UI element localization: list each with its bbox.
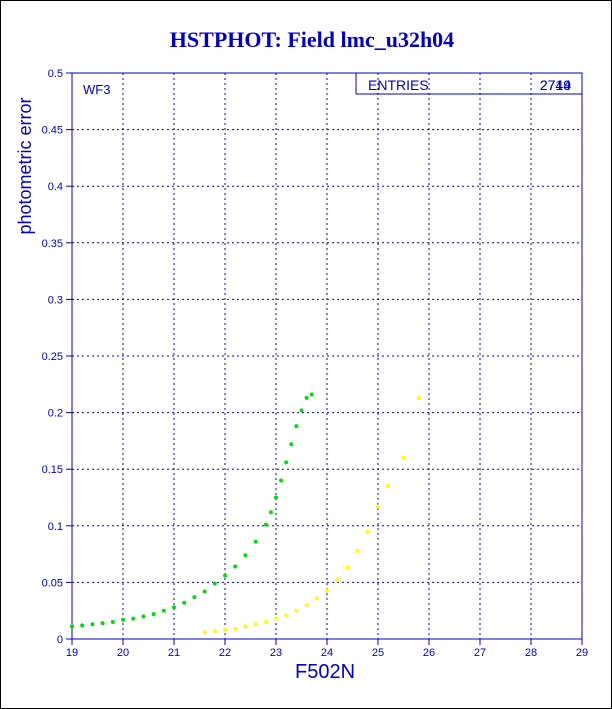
x-tick-label: 25 xyxy=(372,647,384,659)
data-point xyxy=(202,630,207,635)
data-point xyxy=(314,596,319,601)
data-point xyxy=(325,588,329,593)
x-tick-label: 28 xyxy=(525,647,537,659)
x-tick-label: 19 xyxy=(66,647,78,659)
data-point xyxy=(335,578,340,583)
x-tick-label: 29 xyxy=(576,647,588,659)
data-point xyxy=(243,553,248,558)
data-point xyxy=(192,595,197,600)
data-point xyxy=(161,608,166,613)
x-tick-label: 24 xyxy=(321,647,333,659)
x-tick-label: 26 xyxy=(423,647,435,659)
data-point xyxy=(90,622,95,627)
data-point xyxy=(233,564,238,569)
data-points xyxy=(70,392,421,635)
data-point xyxy=(416,395,421,400)
y-tick-label: 0.3 xyxy=(48,294,63,306)
data-point xyxy=(141,614,146,619)
data-point xyxy=(223,627,227,632)
data-point xyxy=(100,621,105,626)
stats-box: ENTRIES 2744 2719 xyxy=(355,72,582,95)
data-point xyxy=(386,484,391,489)
y-tick-label: 0.5 xyxy=(48,68,63,80)
y-axis-ticks: 0 0.05 0.1 0.15 0.2 0.25 0.3 0.35 0.4 0.45 0.5 xyxy=(42,68,72,646)
stats-entries-overprint: 2719 xyxy=(540,77,571,93)
panel-label: WF3 xyxy=(83,82,110,97)
data-point xyxy=(223,573,227,578)
data-point xyxy=(365,529,370,534)
x-tick-label: 22 xyxy=(219,647,231,659)
y-tick-label: 0 xyxy=(57,634,63,646)
data-point xyxy=(268,510,273,515)
data-point xyxy=(355,548,360,553)
data-point xyxy=(304,395,309,400)
x-axis-label: F502N xyxy=(295,661,355,683)
data-point xyxy=(294,608,299,613)
data-point xyxy=(263,620,268,625)
y-tick-label: 0.45 xyxy=(42,125,63,137)
data-point xyxy=(131,616,136,621)
y-tick-label: 0.05 xyxy=(42,577,63,589)
x-tick-label: 27 xyxy=(474,647,486,659)
data-point xyxy=(284,460,289,465)
y-tick-label: 0.15 xyxy=(42,464,63,476)
y-tick-label: 0.2 xyxy=(48,408,63,420)
x-tick-label: 20 xyxy=(117,647,129,659)
data-point xyxy=(401,455,406,460)
data-point xyxy=(309,392,314,397)
data-point xyxy=(263,522,268,527)
data-point xyxy=(253,539,258,544)
data-point xyxy=(110,620,115,625)
data-point xyxy=(376,504,380,509)
data-point xyxy=(202,589,207,594)
y-tick-label: 0.4 xyxy=(48,181,63,193)
y-axis-label: photometric error xyxy=(15,97,35,234)
data-point xyxy=(345,565,350,570)
data-point xyxy=(212,581,217,586)
data-point xyxy=(274,616,278,621)
stats-entries-value: 2744 xyxy=(540,77,571,93)
data-point xyxy=(304,603,309,608)
chart-title: HSTPHOT: Field lmc_u32h04 xyxy=(170,27,454,52)
data-point xyxy=(172,605,176,610)
data-point xyxy=(233,626,238,631)
data-point xyxy=(243,624,248,629)
data-point xyxy=(289,442,294,447)
data-point xyxy=(182,600,187,605)
x-tick-label: 21 xyxy=(168,647,180,659)
data-point xyxy=(274,495,278,500)
data-point xyxy=(121,617,125,622)
data-point xyxy=(299,408,304,413)
data-point xyxy=(253,622,258,627)
data-point xyxy=(279,478,284,483)
x-tick-label: 23 xyxy=(270,647,282,659)
y-tick-label: 0.25 xyxy=(42,351,63,363)
data-point xyxy=(284,613,289,618)
x-axis-ticks: 19 20 21 22 23 24 25 26 27 28 29 xyxy=(66,639,588,659)
data-point xyxy=(212,629,217,634)
stats-entries-label: ENTRIES xyxy=(368,77,429,93)
y-tick-label: 0.35 xyxy=(42,238,63,250)
data-point xyxy=(151,612,156,617)
data-point xyxy=(70,624,74,629)
grid xyxy=(72,73,582,639)
y-tick-label: 0.1 xyxy=(48,521,63,533)
data-point xyxy=(80,623,85,628)
data-point xyxy=(294,424,299,429)
